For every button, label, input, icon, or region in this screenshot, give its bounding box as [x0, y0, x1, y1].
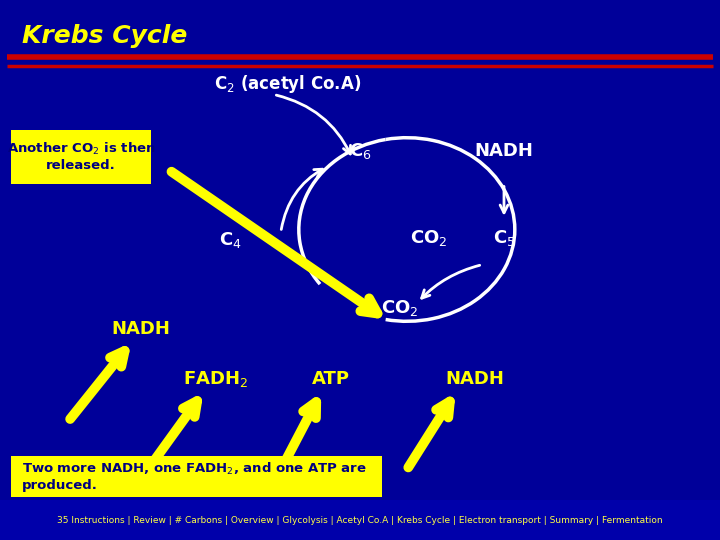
- Text: C$_6$: C$_6$: [348, 141, 372, 161]
- Text: Two more NADH, one FADH$_2$, and one ATP are
produced.: Two more NADH, one FADH$_2$, and one ATP…: [22, 461, 366, 492]
- Text: C$_4$: C$_4$: [219, 230, 242, 251]
- Text: 35 Instructions | Review | # Carbons | Overview | Glycolysis | Acetyl Co.A | Kre: 35 Instructions | Review | # Carbons | O…: [57, 516, 663, 524]
- Bar: [0, 500, 720, 540]
- Text: NADH: NADH: [474, 142, 534, 160]
- Text: CO$_2$: CO$_2$: [381, 298, 418, 318]
- Text: Another CO$_2$ is then
released.: Another CO$_2$ is then released.: [6, 141, 156, 172]
- Bar: [11, 130, 151, 184]
- Text: C$_5$: C$_5$: [492, 227, 516, 248]
- Text: NADH: NADH: [446, 370, 505, 388]
- Text: Krebs Cycle: Krebs Cycle: [22, 24, 187, 48]
- Text: CO$_2$: CO$_2$: [410, 227, 447, 248]
- Text: ATP: ATP: [312, 370, 350, 388]
- Bar: [11, 456, 382, 497]
- Text: C$_2$ (acetyl Co.A): C$_2$ (acetyl Co.A): [215, 73, 361, 94]
- Text: FADH$_2$: FADH$_2$: [184, 369, 248, 389]
- Text: NADH: NADH: [111, 320, 170, 339]
